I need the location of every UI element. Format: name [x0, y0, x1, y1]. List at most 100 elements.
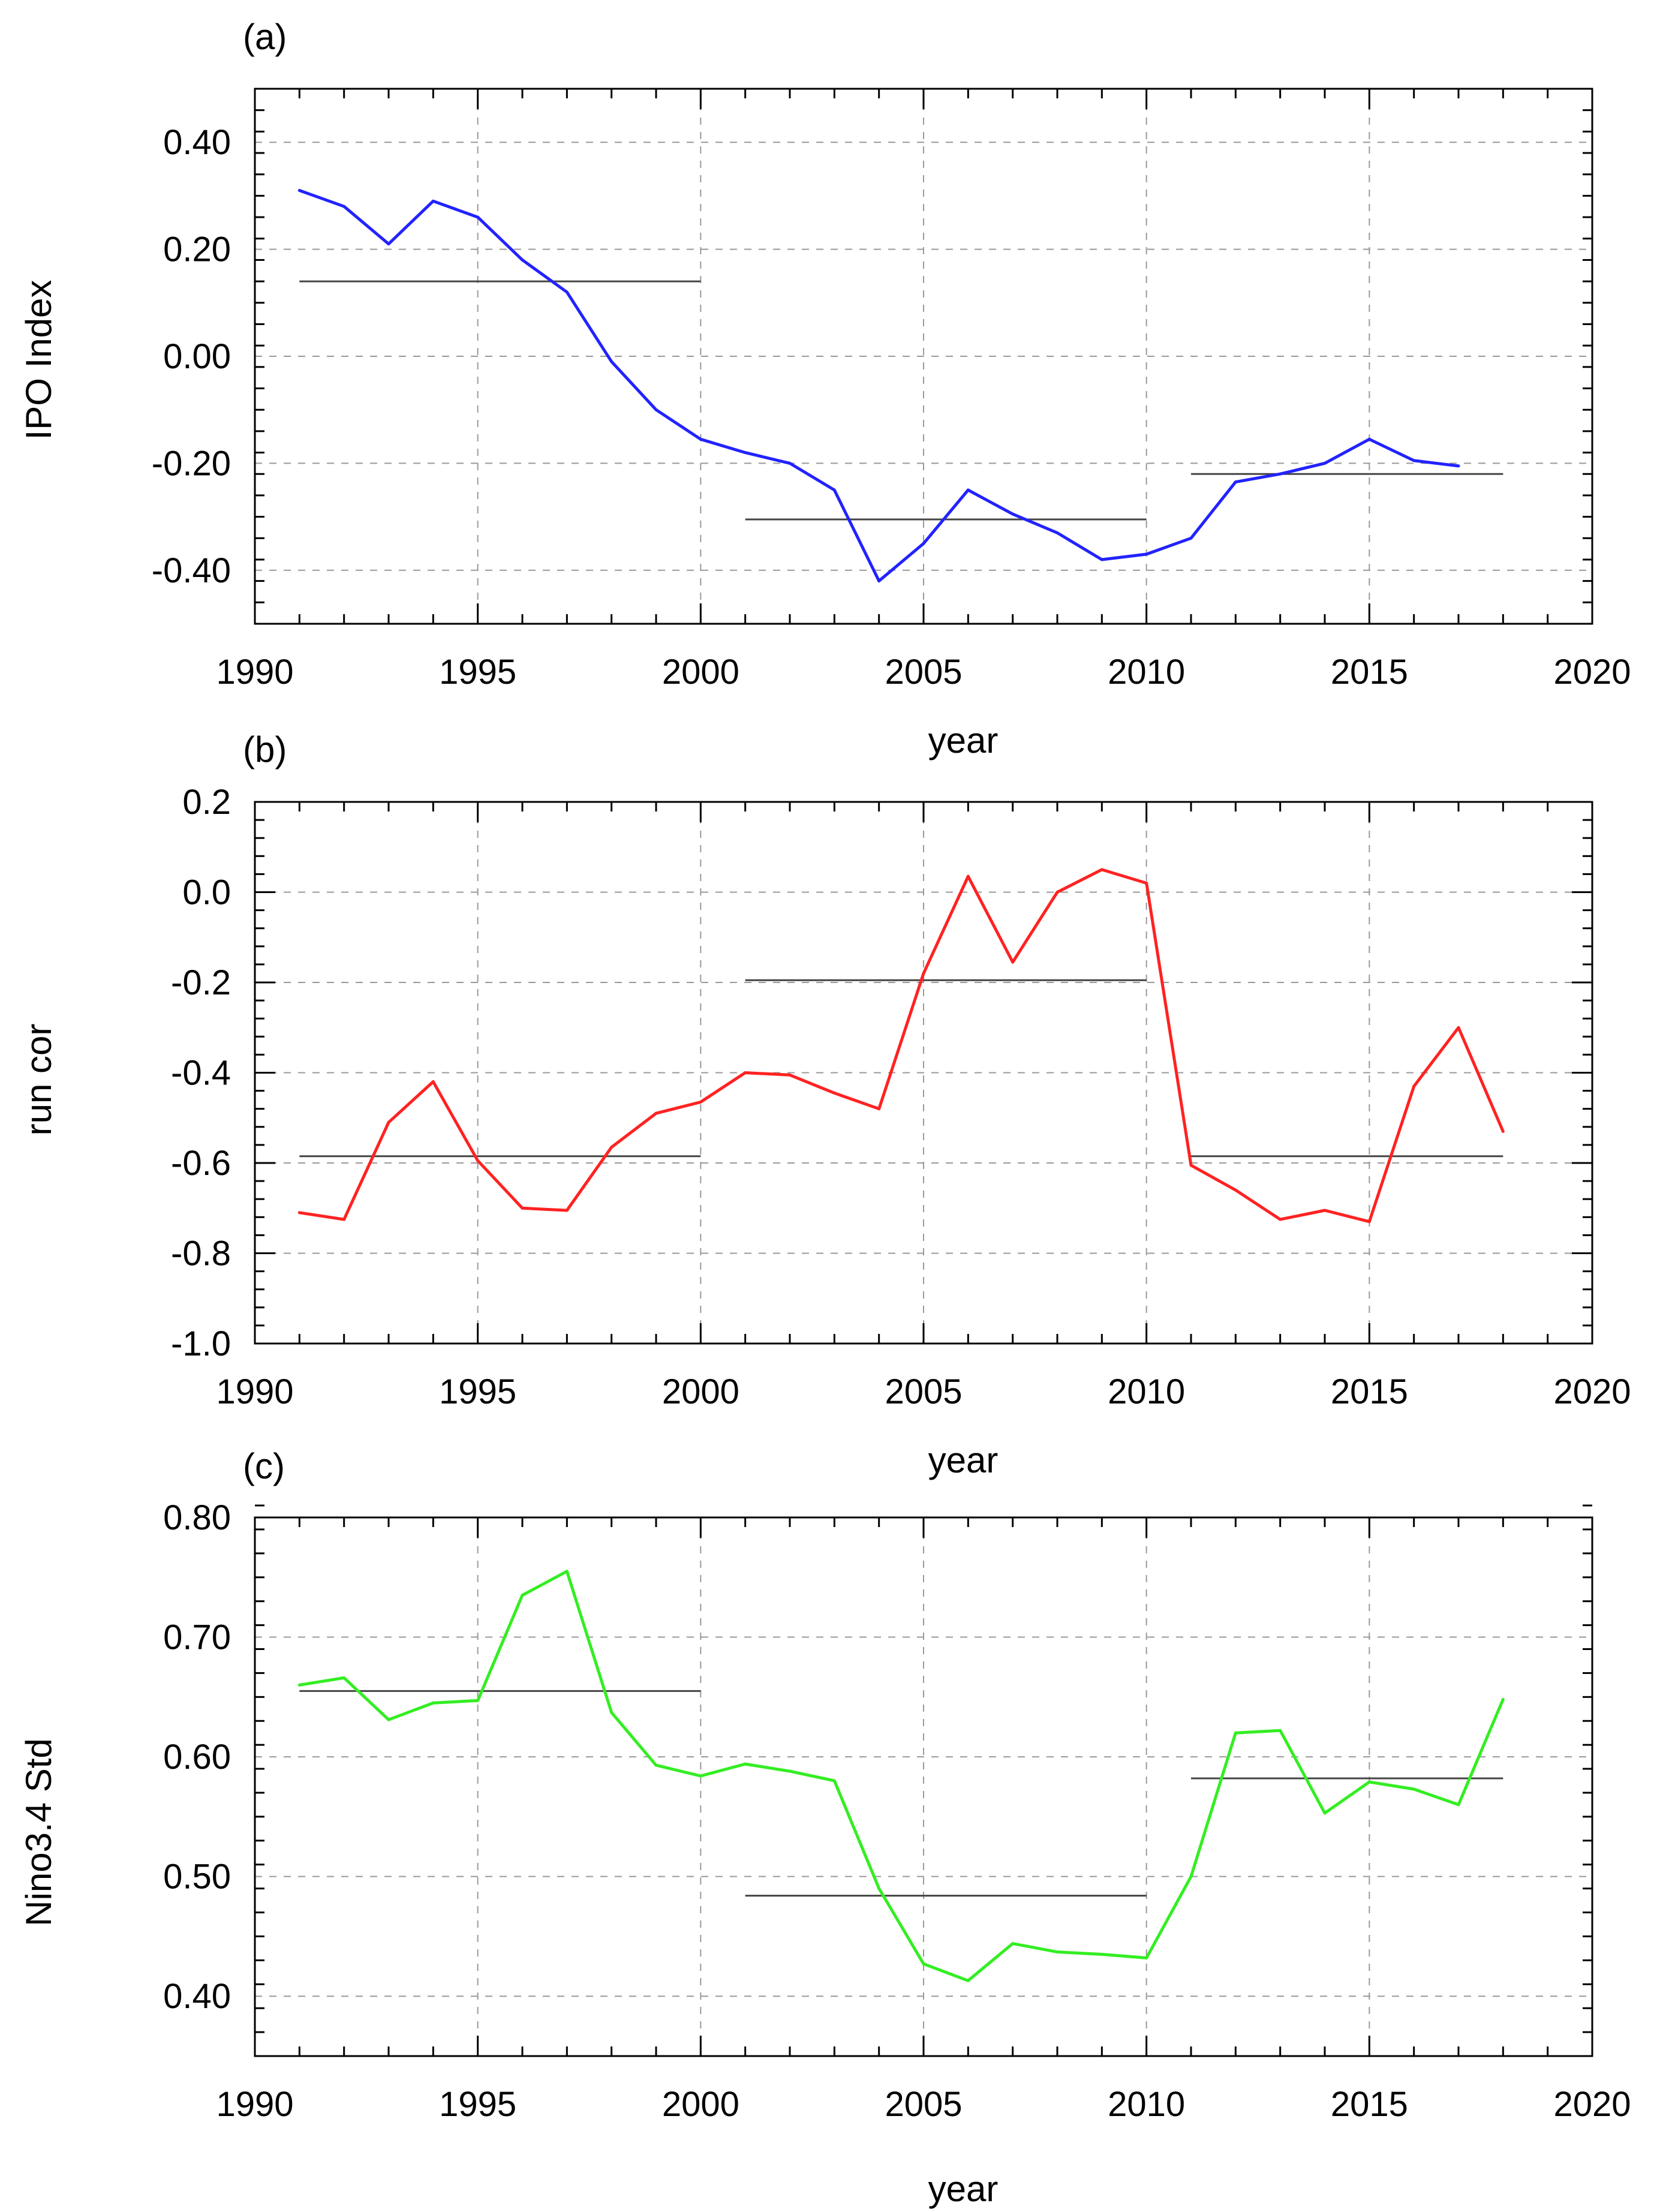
data-point: [1457, 1803, 1460, 1807]
data-point: [1189, 1875, 1193, 1879]
data-point: [654, 408, 658, 411]
data-point: [1189, 1164, 1193, 1167]
x-tick-label: 2015: [1331, 2085, 1408, 2124]
data-point: [476, 1699, 480, 1702]
data-point: [1457, 464, 1460, 468]
data-point: [1412, 1084, 1416, 1088]
data-point: [565, 1570, 569, 1573]
data-point: [521, 258, 524, 262]
panel-b: (b) run cor year 1990 1995 2000 2005 2010 201…: [19, 729, 1631, 1480]
data-point: [832, 1091, 836, 1095]
panel-label-b: (b): [243, 729, 287, 770]
y-tick-label: 0.20: [163, 230, 231, 269]
data-point: [1323, 1209, 1327, 1212]
plot-area-a: 1990 1995 2000 2005 2010 2015 2020 -0.40 -0.20 0.…: [152, 88, 1631, 692]
data-point: [1234, 480, 1237, 484]
y-tick-label: -0.6: [171, 1144, 231, 1183]
panel-label-a: (a): [243, 17, 287, 57]
x-tick-label: 2000: [662, 1372, 739, 1411]
data-point: [744, 1071, 747, 1074]
data-point: [877, 1887, 881, 1891]
data-point: [1367, 1220, 1371, 1224]
y-tick-label: 0.60: [163, 1738, 231, 1777]
data-point: [744, 1762, 747, 1766]
data-point: [788, 1769, 792, 1773]
panel-label-c: (c): [243, 1446, 285, 1486]
data-point: [1501, 1697, 1505, 1701]
data-point: [342, 1218, 346, 1221]
x-tick-label: 1990: [216, 1372, 293, 1411]
plot-frame: [254, 801, 1593, 1345]
data-point: [1412, 1787, 1416, 1791]
data-point: [387, 1120, 390, 1124]
data-point: [1145, 1956, 1148, 1959]
data-point: [1234, 1188, 1237, 1192]
data-point: [922, 972, 925, 975]
data-point: [565, 1209, 569, 1212]
panel-a: (a) IPO Index year 1990 1995 2000 2005 2010 2…: [19, 17, 1631, 761]
data-point: [1100, 868, 1103, 871]
x-tick-label: 2015: [1331, 653, 1408, 692]
x-tick-label: 2010: [1108, 1372, 1185, 1411]
data-point: [476, 215, 480, 219]
data-point: [610, 360, 614, 363]
data-point: [1323, 461, 1327, 465]
x-tick-label: 2005: [885, 653, 962, 692]
data-point: [966, 1979, 970, 1982]
data-point: [1234, 1731, 1237, 1735]
data-point: [1011, 1941, 1015, 1945]
plot-frame: [254, 1516, 1593, 2057]
panel-c: (c) Nino3.4 Std year 1990 1995 2000 2005 201…: [19, 1446, 1631, 2209]
data-point: [610, 1146, 614, 1149]
x-tick-label: 1990: [216, 2085, 293, 2124]
y-tick-label: 0.40: [163, 1977, 231, 2016]
data-point: [1100, 1952, 1103, 1956]
data-point: [297, 188, 301, 192]
data-point: [1279, 1218, 1282, 1221]
y-axis-title-a: IPO Index: [19, 280, 59, 440]
data-point: [966, 488, 970, 492]
data-point: [1011, 960, 1015, 964]
y-tick-label: 0.0: [182, 873, 231, 912]
data-point: [1412, 459, 1416, 462]
x-axis-title-a: year: [928, 720, 999, 761]
data-point: [1100, 558, 1103, 561]
data-point: [654, 1763, 658, 1767]
data-point: [832, 1779, 836, 1783]
data-point: [877, 1107, 881, 1111]
data-point: [1055, 891, 1059, 894]
y-tick-label: 0.70: [163, 1618, 231, 1657]
y-tick-label: -0.20: [152, 444, 231, 483]
x-tick-label: 1990: [216, 653, 293, 692]
data-point: [877, 579, 881, 583]
data-point: [1457, 1026, 1460, 1029]
data-point: [1011, 512, 1015, 516]
y-axis-title-b: run cor: [19, 1024, 59, 1136]
data-point: [521, 1594, 524, 1597]
y-axis-title-c: Nino3.4 Std: [19, 1738, 59, 1927]
x-tick-label: 1995: [439, 653, 516, 692]
y-tick-label: 0.80: [163, 1498, 231, 1537]
x-axis-title-c: year: [928, 2169, 999, 2209]
y-tick-label: 0.2: [182, 783, 231, 822]
data-point: [521, 1206, 524, 1210]
data-point: [431, 1080, 435, 1084]
y-tick-label: 0.40: [163, 123, 231, 162]
data-point: [1367, 437, 1371, 441]
data-point: [788, 461, 792, 465]
y-tick-label: -0.40: [152, 551, 231, 590]
data-point: [699, 1100, 702, 1104]
data-point: [744, 451, 747, 455]
series-line: [299, 868, 1505, 1224]
data-point: [922, 542, 925, 545]
data-point: [387, 242, 390, 246]
data-point: [565, 290, 569, 294]
data-point: [297, 1211, 301, 1215]
x-tick-label: 1995: [439, 1372, 516, 1411]
data-point: [832, 488, 836, 492]
y-tick-label: 0.00: [163, 337, 231, 376]
x-tick-label: 2010: [1108, 2085, 1185, 2124]
y-tick-label: 0.50: [163, 1858, 231, 1897]
data-point: [1189, 536, 1193, 540]
